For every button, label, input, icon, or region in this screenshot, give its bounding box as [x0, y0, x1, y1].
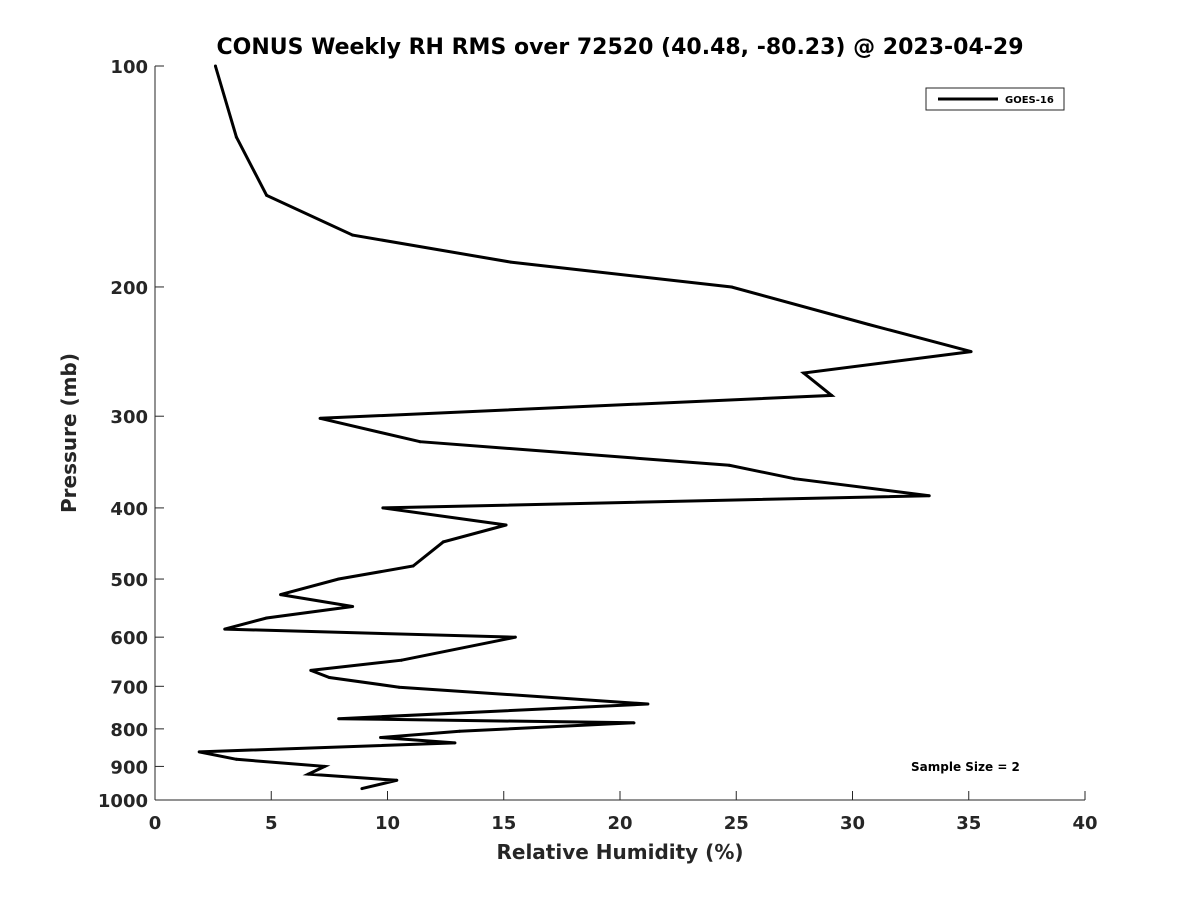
y-tick-label: 900: [110, 757, 148, 778]
data-point: [453, 741, 457, 745]
x-tick-label: 30: [840, 813, 865, 834]
y-tick-label: 600: [110, 628, 148, 649]
x-axis-label: Relative Humidity (%): [496, 840, 743, 864]
data-point: [792, 477, 796, 481]
y-tick-label: 800: [110, 720, 148, 741]
data-point: [730, 285, 734, 289]
y-tick-label: 500: [110, 570, 148, 591]
data-point: [395, 778, 399, 782]
y-tick-label: 300: [110, 407, 148, 428]
data-point: [327, 676, 331, 680]
data-point: [337, 577, 341, 581]
data-point: [397, 685, 401, 689]
x-ticks: 0 5 10 15 20 25 30 35 40: [149, 791, 1098, 834]
x-tick-label: 15: [491, 813, 516, 834]
data-point: [323, 764, 327, 768]
data-point: [411, 564, 415, 568]
data-point: [337, 717, 341, 721]
x-tick-label: 35: [956, 813, 981, 834]
sample-size-annotation: Sample Size = 2: [911, 760, 1020, 774]
data-point: [509, 260, 513, 264]
data-point: [309, 668, 313, 672]
data-point: [318, 416, 322, 420]
x-tick-label: 40: [1072, 813, 1097, 834]
data-point: [969, 350, 973, 354]
data-point: [265, 193, 269, 197]
data-point: [265, 616, 269, 620]
data-point: [279, 593, 283, 597]
y-tick-label: 400: [110, 499, 148, 520]
data-point: [504, 523, 508, 527]
y-tick-label: 1000: [98, 791, 148, 812]
data-point: [197, 750, 201, 754]
data-point: [381, 506, 385, 510]
x-tick-label: 0: [149, 813, 162, 834]
legend: GOES-16: [925, 87, 1065, 111]
y-tick-label: 700: [110, 677, 148, 698]
y-tick-label: 200: [110, 278, 148, 299]
data-point: [802, 371, 806, 375]
data-point: [927, 494, 931, 498]
data-point: [727, 463, 731, 467]
y-ticks: 100 200 300 400 500 600 700 800 900 1000: [98, 57, 164, 812]
data-point: [646, 702, 650, 706]
data-point: [213, 64, 217, 68]
data-point: [632, 721, 636, 725]
data-point: [234, 757, 238, 761]
data-point: [360, 787, 364, 791]
y-axis-label: Pressure (mb): [57, 353, 81, 513]
data-point: [223, 627, 227, 631]
legend-entry-goes-16: GOES-16: [1005, 95, 1054, 106]
data-point: [830, 393, 834, 397]
x-tick-label: 10: [375, 813, 400, 834]
chart-title: CONUS Weekly RH RMS over 72520 (40.48, -…: [216, 35, 1023, 60]
data-point: [513, 635, 517, 639]
data-point: [867, 323, 871, 327]
y-tick-label: 100: [110, 57, 148, 78]
data-point: [351, 233, 355, 237]
x-tick-label: 20: [607, 813, 632, 834]
data-point: [351, 605, 355, 609]
data-point: [458, 729, 462, 733]
series-points: [197, 64, 973, 791]
data-point: [234, 135, 238, 139]
data-point: [418, 440, 422, 444]
data-point: [306, 772, 310, 776]
data-point: [441, 540, 445, 544]
data-point: [379, 736, 383, 740]
x-tick-label: 25: [724, 813, 749, 834]
data-point: [399, 658, 403, 662]
x-tick-label: 5: [265, 813, 278, 834]
